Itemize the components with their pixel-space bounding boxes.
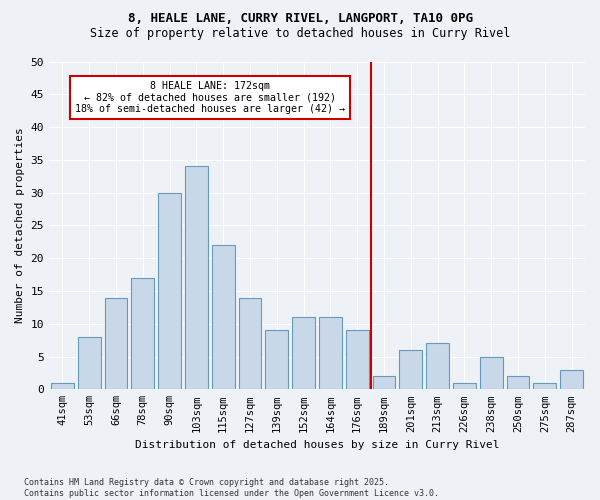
- Text: Contains HM Land Registry data © Crown copyright and database right 2025.
Contai: Contains HM Land Registry data © Crown c…: [24, 478, 439, 498]
- Text: Size of property relative to detached houses in Curry Rivel: Size of property relative to detached ho…: [90, 28, 510, 40]
- Bar: [453, 382, 476, 390]
- Bar: [51, 382, 74, 390]
- X-axis label: Distribution of detached houses by size in Curry Rivel: Distribution of detached houses by size …: [135, 440, 499, 450]
- Bar: [533, 382, 556, 390]
- Bar: [78, 337, 101, 390]
- Bar: [265, 330, 288, 390]
- Bar: [506, 376, 529, 390]
- Bar: [104, 298, 127, 390]
- Y-axis label: Number of detached properties: Number of detached properties: [15, 128, 25, 324]
- Text: 8, HEALE LANE, CURRY RIVEL, LANGPORT, TA10 0PG: 8, HEALE LANE, CURRY RIVEL, LANGPORT, TA…: [128, 12, 473, 26]
- Bar: [480, 356, 503, 390]
- Bar: [346, 330, 368, 390]
- Bar: [400, 350, 422, 390]
- Bar: [373, 376, 395, 390]
- Text: 8 HEALE LANE: 172sqm
← 82% of detached houses are smaller (192)
18% of semi-deta: 8 HEALE LANE: 172sqm ← 82% of detached h…: [75, 81, 345, 114]
- Bar: [239, 298, 262, 390]
- Bar: [131, 278, 154, 390]
- Bar: [292, 317, 315, 390]
- Bar: [185, 166, 208, 390]
- Bar: [560, 370, 583, 390]
- Bar: [426, 344, 449, 390]
- Bar: [212, 245, 235, 390]
- Bar: [158, 192, 181, 390]
- Bar: [319, 317, 342, 390]
